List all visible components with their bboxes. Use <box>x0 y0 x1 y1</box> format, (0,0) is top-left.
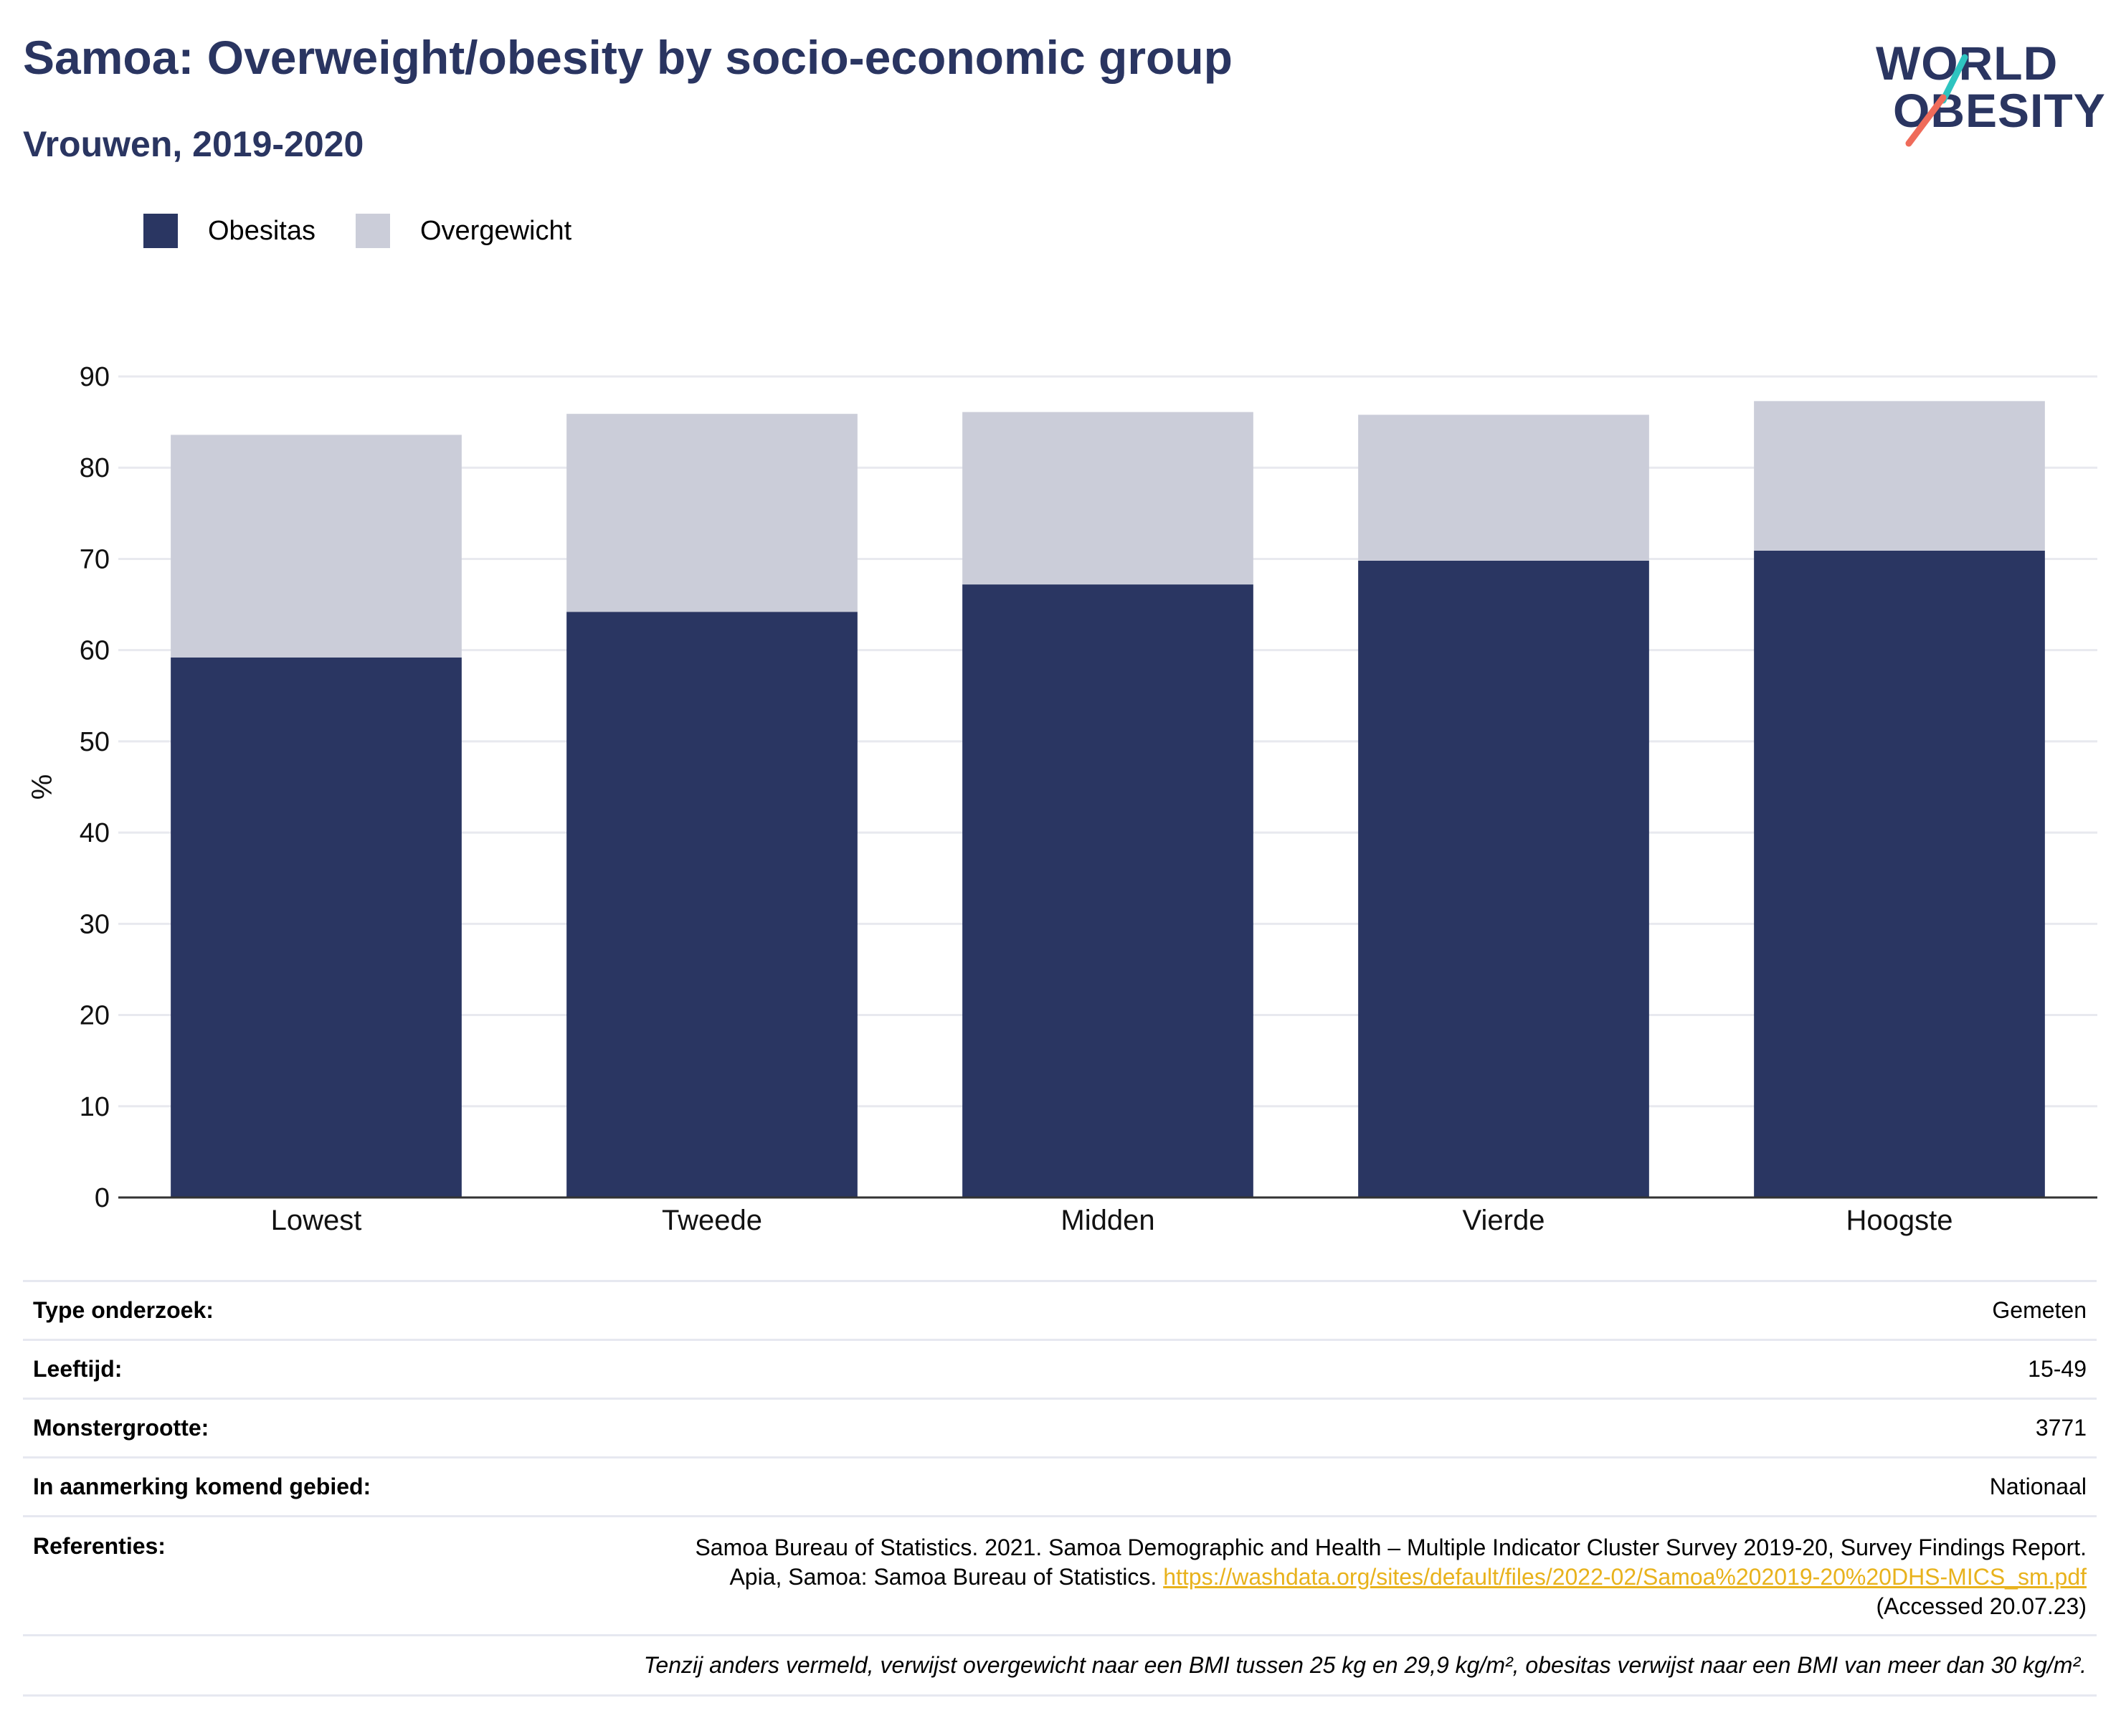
survey-type-value: Gemeten <box>1992 1297 2087 1323</box>
bar-obesitas <box>1358 560 1649 1197</box>
y-tick-label: 80 <box>80 453 110 483</box>
area-value: Nationaal <box>1989 1474 2087 1499</box>
chart-title: Samoa: Overweight/obesity by socio-econo… <box>23 31 1233 84</box>
y-tick-label: 10 <box>80 1092 110 1122</box>
area-label: In aanmerking komend gebied: <box>33 1474 371 1499</box>
y-tick-label: 60 <box>80 636 110 666</box>
bar-overgewicht <box>1358 414 1649 561</box>
stacked-bar-chart: 0 10 20 30 40 50 60 70 80 90% Lowest Tweede Midden Vi… <box>27 362 2097 1236</box>
references-text: Samoa Bureau of Statistics. 2021. Samoa … <box>695 1535 2087 1590</box>
y-tick-label: 70 <box>80 544 110 574</box>
legend-item-overgewicht: Overgewicht <box>355 214 572 248</box>
chart-subtitle: Vrouwen, 2019-2020 <box>23 124 364 164</box>
references-link[interactable]: https://washdata.org/sites/default/files… <box>1163 1564 2087 1590</box>
legend-label-obesitas: Obesitas <box>208 215 315 246</box>
info-table: Type onderzoek: Gemeten Leeftijd: 15-49 … <box>23 1280 2097 1697</box>
y-tick-label: 30 <box>80 909 110 939</box>
bmi-footnote: Tenzij anders vermeld, verwijst overgewi… <box>23 1634 2097 1697</box>
bar-overgewicht <box>566 414 858 612</box>
bar-overgewicht <box>1754 401 2045 551</box>
y-tick-label: 90 <box>80 362 110 392</box>
legend-label-overgewicht: Overgewicht <box>419 215 572 246</box>
y-tick-label: 50 <box>80 727 110 757</box>
legend-item-obesitas: Obesitas <box>143 214 315 248</box>
logo-text-obesity: OBESITY <box>1893 84 2106 137</box>
references-value: Samoa Bureau of Statistics. 2021. Samoa … <box>653 1533 2087 1621</box>
bar-obesitas <box>962 584 1253 1197</box>
age-label: Leeftijd: <box>33 1356 123 1382</box>
logo-slash-icon <box>1905 54 1968 147</box>
info-row-sample-size: Monstergrootte: 3771 <box>23 1398 2097 1456</box>
y-tick-label: 40 <box>80 818 110 848</box>
bar-obesitas <box>1754 550 2045 1197</box>
info-row-age: Leeftijd: 15-49 <box>23 1339 2097 1398</box>
x-tick-label: Hoogste <box>1846 1205 1953 1236</box>
references-accessed: (Accessed 20.07.23) <box>1876 1593 2087 1619</box>
info-row-area: In aanmerking komend gebied: Nationaal <box>23 1456 2097 1515</box>
world-obesity-logo: WORLD OBESITY <box>1864 29 2108 158</box>
y-tick-label: 0 <box>95 1183 110 1213</box>
bar-overgewicht <box>962 412 1253 585</box>
legend-swatch-obesitas <box>143 214 178 248</box>
sample-size-label: Monstergrootte: <box>33 1415 209 1441</box>
x-tick-label: Midden <box>1060 1205 1154 1236</box>
legend-swatch-overgewicht <box>355 214 390 248</box>
y-tick-label: 20 <box>80 1001 110 1031</box>
x-tick-label: Lowest <box>271 1205 362 1236</box>
bar-obesitas <box>171 657 462 1197</box>
survey-type-label: Type onderzoek: <box>33 1297 214 1323</box>
chart-legend: Obesitas Overgewicht <box>143 214 612 248</box>
bar-overgewicht <box>171 435 462 658</box>
logo-text-world: WORLD <box>1876 37 2059 90</box>
references-label: Referenties: <box>33 1533 166 1559</box>
age-value: 15-49 <box>2028 1356 2087 1382</box>
info-row-survey-type: Type onderzoek: Gemeten <box>23 1280 2097 1339</box>
info-row-references: Referenties: Samoa Bureau of Statistics.… <box>23 1515 2097 1634</box>
sample-size-value: 3771 <box>2035 1415 2087 1441</box>
bar-obesitas <box>566 612 858 1197</box>
y-axis-label: % <box>27 774 58 800</box>
x-tick-label: Tweede <box>662 1205 762 1236</box>
x-tick-label: Vierde <box>1463 1205 1545 1236</box>
